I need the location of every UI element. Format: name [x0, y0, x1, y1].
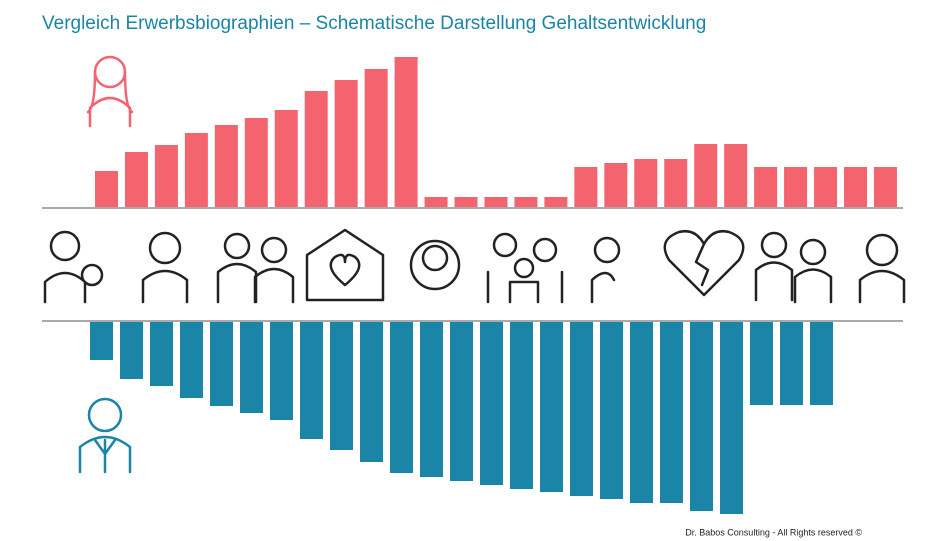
bar — [574, 167, 598, 207]
bar — [360, 322, 383, 462]
bar — [873, 167, 897, 207]
bar — [694, 144, 718, 207]
bar — [720, 322, 743, 514]
bar — [180, 322, 203, 398]
bar — [810, 322, 833, 405]
bar — [240, 322, 263, 413]
bar — [544, 197, 568, 207]
bar — [754, 167, 778, 207]
woman-icon — [86, 55, 134, 128]
bar — [630, 322, 653, 503]
bar — [454, 197, 478, 207]
bar — [210, 322, 233, 406]
bar — [394, 57, 418, 207]
bar — [690, 322, 713, 511]
bar — [244, 118, 268, 207]
man-icon — [78, 397, 132, 474]
chart-title: Vergleich Erwerbsbiographien – Schematis… — [42, 13, 706, 34]
bar — [600, 322, 623, 499]
bar — [844, 167, 867, 207]
bar — [214, 125, 238, 207]
bar — [570, 322, 593, 496]
bar — [270, 322, 293, 420]
bar — [95, 171, 118, 207]
bar — [124, 152, 148, 207]
bar — [814, 167, 838, 207]
bar — [484, 197, 508, 207]
life-icons — [43, 228, 906, 304]
bar — [304, 91, 328, 207]
bar — [90, 322, 113, 360]
bar — [330, 322, 353, 450]
bar — [334, 80, 358, 207]
footer: Dr. Babos Consulting - All Rights reserv… — [685, 527, 862, 537]
bar — [660, 322, 683, 503]
bar — [540, 322, 563, 492]
bar — [150, 322, 173, 386]
bar — [604, 163, 628, 207]
bar — [364, 69, 388, 207]
bar — [120, 322, 143, 379]
bar — [634, 159, 658, 207]
bar — [664, 159, 688, 207]
bar — [780, 322, 803, 405]
bar — [390, 322, 413, 473]
bar — [154, 145, 178, 207]
bar — [480, 322, 503, 485]
bar — [514, 197, 538, 207]
bar — [300, 322, 323, 439]
bar — [510, 322, 533, 489]
bar — [274, 110, 298, 207]
bar — [750, 322, 773, 405]
bar — [184, 133, 208, 207]
bar — [450, 322, 473, 481]
bar — [420, 322, 443, 477]
bar — [784, 167, 808, 207]
bar — [424, 197, 448, 207]
bar — [724, 144, 748, 207]
